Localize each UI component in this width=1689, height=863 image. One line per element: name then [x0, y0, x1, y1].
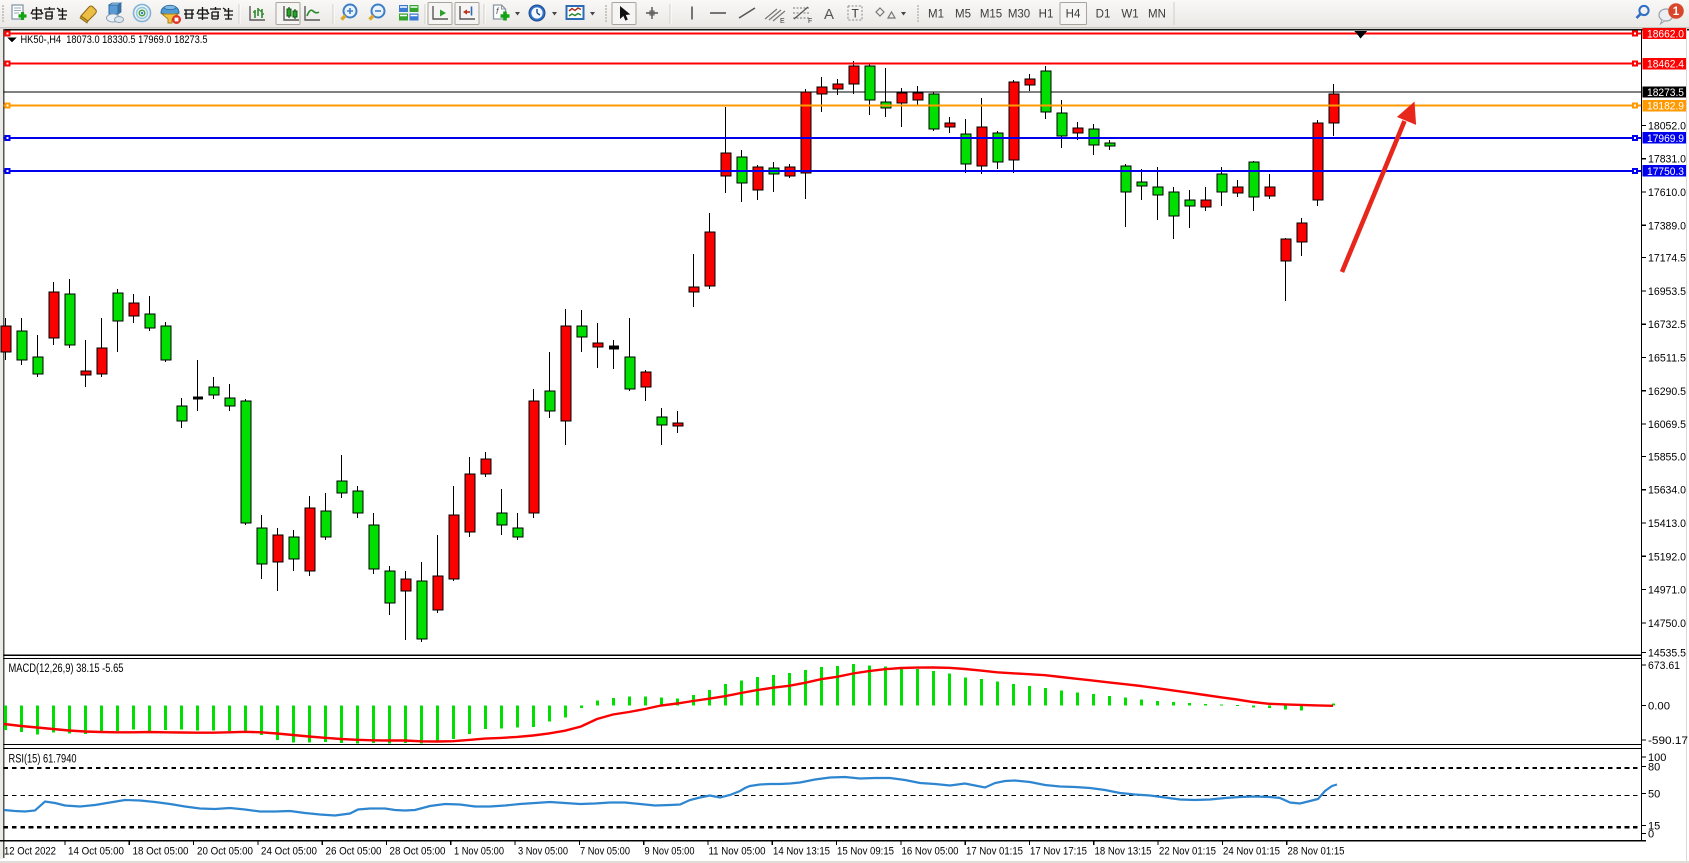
- svg-text:E: E: [780, 18, 785, 25]
- svg-text:673.61: 673.61: [1648, 660, 1680, 672]
- svg-text:50: 50: [1648, 789, 1660, 801]
- svg-text:A: A: [824, 6, 834, 23]
- svg-text:M15: M15: [980, 9, 1002, 21]
- svg-text:15413.0: 15413.0: [1648, 518, 1686, 530]
- svg-text:100: 100: [1648, 752, 1666, 764]
- svg-text:28 Nov 01:15: 28 Nov 01:15: [1288, 846, 1345, 858]
- svg-text:M30: M30: [1008, 9, 1030, 21]
- svg-text:17969.9: 17969.9: [1647, 133, 1684, 145]
- svg-text:9 Nov 05:00: 9 Nov 05:00: [645, 846, 695, 858]
- svg-text:D1: D1: [1096, 9, 1111, 21]
- svg-text:17610.0: 17610.0: [1648, 187, 1686, 199]
- svg-text:-590.17: -590.17: [1648, 735, 1688, 747]
- svg-text:1: 1: [1673, 6, 1680, 18]
- svg-text:1 Nov 05:00: 1 Nov 05:00: [454, 846, 504, 858]
- svg-text:24 Nov 01:15: 24 Nov 01:15: [1223, 846, 1280, 858]
- svg-text:18 Nov 13:15: 18 Nov 13:15: [1095, 846, 1152, 858]
- svg-text:15: 15: [1648, 821, 1660, 833]
- svg-text:16069.5: 16069.5: [1648, 419, 1686, 431]
- svg-text:17389.0: 17389.0: [1648, 220, 1686, 232]
- svg-text:14 Oct 05:00: 14 Oct 05:00: [68, 846, 124, 858]
- svg-text:0.00: 0.00: [1648, 701, 1670, 713]
- svg-text:17750.3: 17750.3: [1647, 166, 1684, 178]
- svg-text:7 Nov 05:00: 7 Nov 05:00: [580, 846, 630, 858]
- svg-text:T: T: [852, 7, 860, 21]
- svg-text:12 Oct 2022: 12 Oct 2022: [4, 846, 56, 858]
- svg-text:14971.0: 14971.0: [1648, 585, 1686, 597]
- svg-text:16732.5: 16732.5: [1648, 319, 1686, 331]
- svg-text:20 Oct 05:00: 20 Oct 05:00: [197, 846, 253, 858]
- svg-text:18 Oct 05:00: 18 Oct 05:00: [133, 846, 189, 858]
- svg-text:18052.0: 18052.0: [1648, 120, 1686, 132]
- svg-text:HK50-,H4 18073.0 18330.5 1796: HK50-,H4 18073.0 18330.5 17969.0 18273.5: [21, 34, 208, 46]
- svg-text:15 Nov 09:15: 15 Nov 09:15: [837, 846, 894, 858]
- svg-text:17831.0: 17831.0: [1648, 154, 1686, 166]
- svg-text:18273.5: 18273.5: [1647, 87, 1684, 99]
- svg-text:0: 0: [1648, 829, 1654, 841]
- svg-text:H1: H1: [1039, 9, 1054, 21]
- svg-text:15192.0: 15192.0: [1648, 551, 1686, 563]
- svg-text:18462.4: 18462.4: [1647, 59, 1684, 71]
- svg-text:18182.9: 18182.9: [1647, 101, 1684, 113]
- svg-text:16511.5: 16511.5: [1648, 353, 1686, 365]
- svg-text:15855.0: 15855.0: [1648, 451, 1686, 463]
- svg-text:M1: M1: [928, 9, 944, 21]
- svg-text:16953.5: 16953.5: [1648, 286, 1686, 298]
- svg-text:3 Nov 05:00: 3 Nov 05:00: [518, 846, 568, 858]
- svg-text:80: 80: [1648, 762, 1660, 774]
- svg-text:17 Nov 17:15: 17 Nov 17:15: [1030, 846, 1087, 858]
- svg-text:28 Oct 05:00: 28 Oct 05:00: [390, 846, 446, 858]
- svg-text:16290.5: 16290.5: [1648, 386, 1686, 398]
- svg-text:H4: H4: [1066, 9, 1081, 21]
- svg-text:F: F: [808, 18, 812, 25]
- svg-text:22 Nov 01:15: 22 Nov 01:15: [1159, 846, 1216, 858]
- svg-text:15634.0: 15634.0: [1648, 485, 1686, 497]
- svg-text:14 Nov 13:15: 14 Nov 13:15: [773, 846, 830, 858]
- svg-text:17 Nov 01:15: 17 Nov 01:15: [966, 846, 1023, 858]
- svg-text:17174.5: 17174.5: [1648, 253, 1686, 265]
- svg-text:26 Oct 05:00: 26 Oct 05:00: [326, 846, 382, 858]
- svg-text:f: f: [496, 6, 500, 16]
- svg-text:M5: M5: [955, 9, 971, 21]
- svg-text:11 Nov 05:00: 11 Nov 05:00: [709, 846, 766, 858]
- svg-text:RSI(15) 61.7940: RSI(15) 61.7940: [9, 754, 77, 766]
- svg-text:18662.0: 18662.0: [1647, 29, 1684, 41]
- svg-text:14535.5: 14535.5: [1648, 648, 1686, 660]
- svg-text:MACD(12,26,9) 38.15 -5.65: MACD(12,26,9) 38.15 -5.65: [9, 663, 124, 675]
- svg-text:24 Oct 05:00: 24 Oct 05:00: [261, 846, 317, 858]
- svg-text:W1: W1: [1121, 9, 1138, 21]
- svg-text:16 Nov 05:00: 16 Nov 05:00: [902, 846, 959, 858]
- svg-text:MN: MN: [1148, 9, 1166, 21]
- svg-text:14750.0: 14750.0: [1648, 618, 1686, 630]
